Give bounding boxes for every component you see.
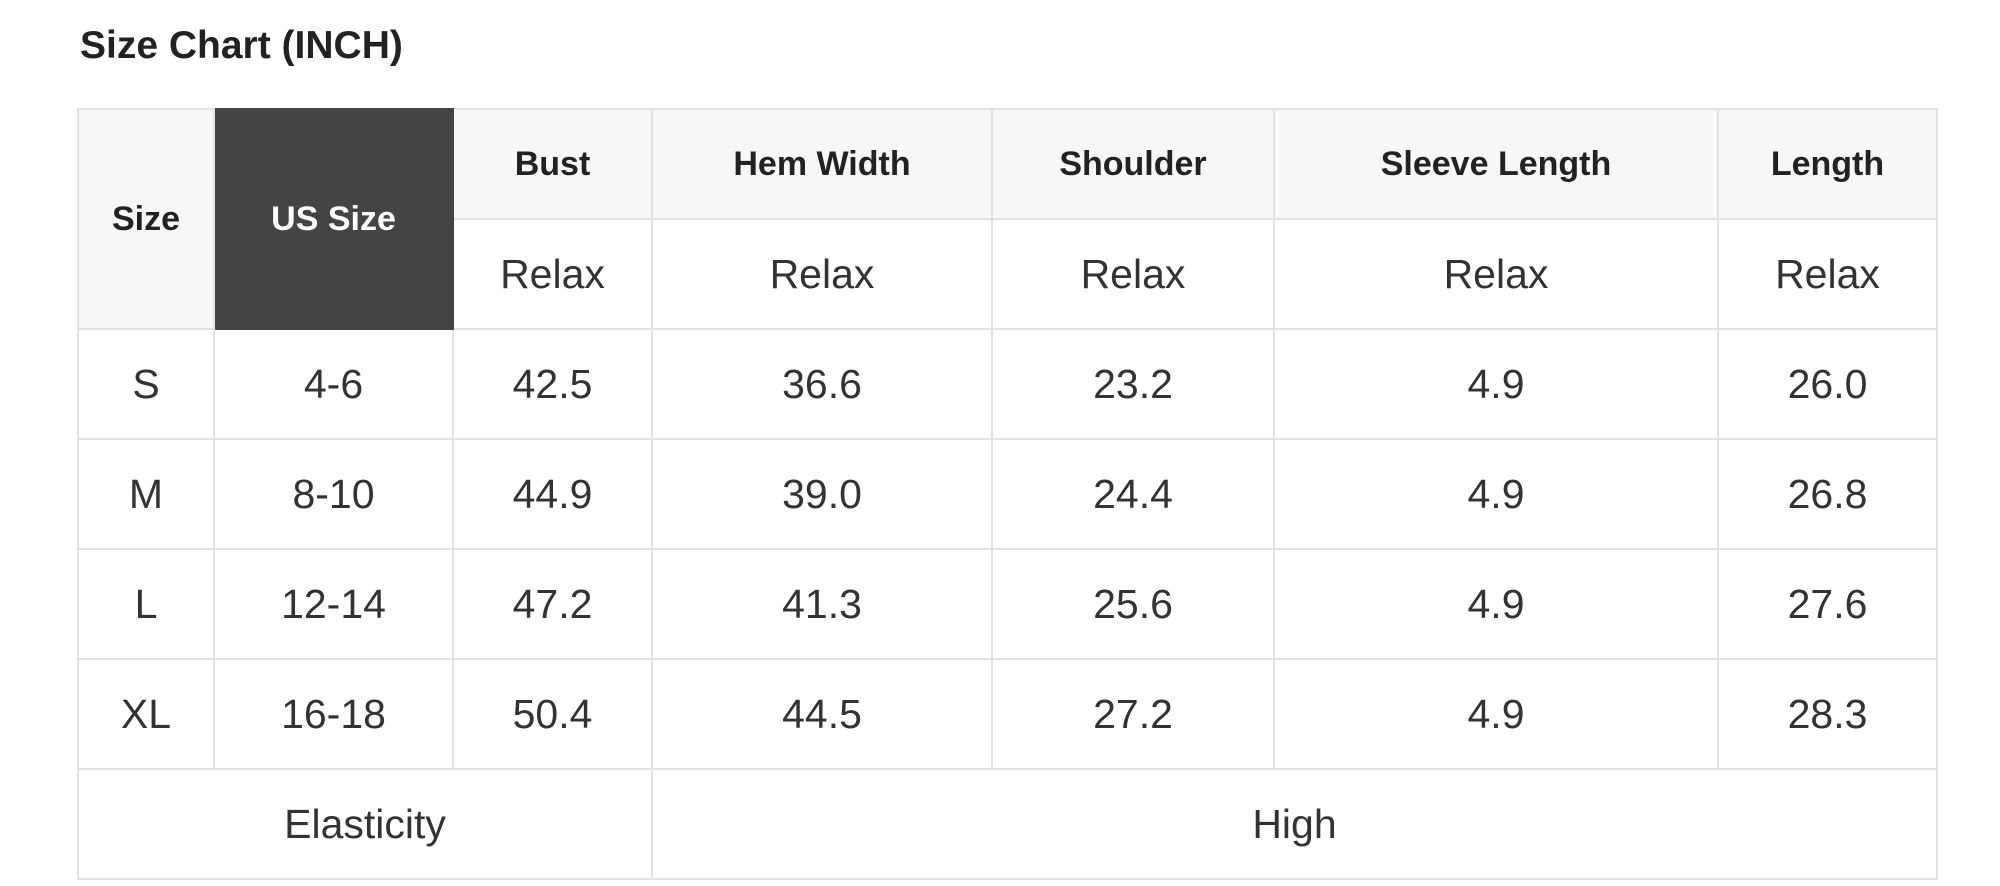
value-cell: 4.9 [1273,658,1719,770]
us-size-cell: 16-18 [213,658,454,770]
value-cell: 39.0 [651,438,993,550]
value-cell: 25.6 [991,548,1275,660]
subheader-cell: Relax [1273,218,1719,330]
header-shoulder: Shoulder [991,108,1275,220]
us-size-cell: 12-14 [213,548,454,660]
page-title: Size Chart (INCH) [80,24,403,67]
value-cell: 42.5 [452,328,653,440]
value-cell: 44.5 [651,658,993,770]
table-row: XL 16-18 50.4 44.5 27.2 4.9 28.3 [77,658,1938,770]
size-cell: S [77,328,215,440]
header-bust: Bust [452,108,653,220]
subheader-cell: Relax [452,218,653,330]
value-cell: 26.8 [1717,438,1938,550]
elasticity-label: Elasticity [77,768,653,880]
elasticity-value: High [651,768,1938,880]
table-row: M 8-10 44.9 39.0 24.4 4.9 26.8 [77,438,1938,550]
value-cell: 4.9 [1273,328,1719,440]
us-size-cell: 4-6 [213,328,454,440]
value-cell: 26.0 [1717,328,1938,440]
header-size: Size [77,108,215,330]
header-sleeve-length: Sleeve Length [1273,108,1719,220]
value-cell: 4.9 [1273,438,1719,550]
subheader-cell: Relax [1717,218,1938,330]
subheader-cell: Relax [651,218,993,330]
header-length: Length [1717,108,1938,220]
table-row: S 4-6 42.5 36.6 23.2 4.9 26.0 [77,328,1938,440]
value-cell: 44.9 [452,438,653,550]
table-row: L 12-14 47.2 41.3 25.6 4.9 27.6 [77,548,1938,660]
value-cell: 50.4 [452,658,653,770]
header-row: Size US Size Bust Hem Width Shoulder Sle… [77,108,1938,330]
size-cell: M [77,438,215,550]
value-cell: 36.6 [651,328,993,440]
subheader-row: Relax Relax Relax Relax Relax [78,218,1938,330]
value-cell: 4.9 [1273,548,1719,660]
size-cell: L [77,548,215,660]
header-us-size: US Size [213,108,454,330]
footer-row: Elasticity High [77,768,1938,880]
subheader-cell: Relax [991,218,1275,330]
value-cell: 27.6 [1717,548,1938,660]
size-cell: XL [77,658,215,770]
us-size-cell: 8-10 [213,438,454,550]
value-cell: 23.2 [991,328,1275,440]
header-hem-width: Hem Width [651,108,993,220]
value-cell: 24.4 [991,438,1275,550]
value-cell: 27.2 [991,658,1275,770]
value-cell: 28.3 [1717,658,1938,770]
value-cell: 47.2 [452,548,653,660]
size-chart-table: Size US Size Bust Hem Width Shoulder Sle… [77,108,1938,880]
value-cell: 41.3 [651,548,993,660]
